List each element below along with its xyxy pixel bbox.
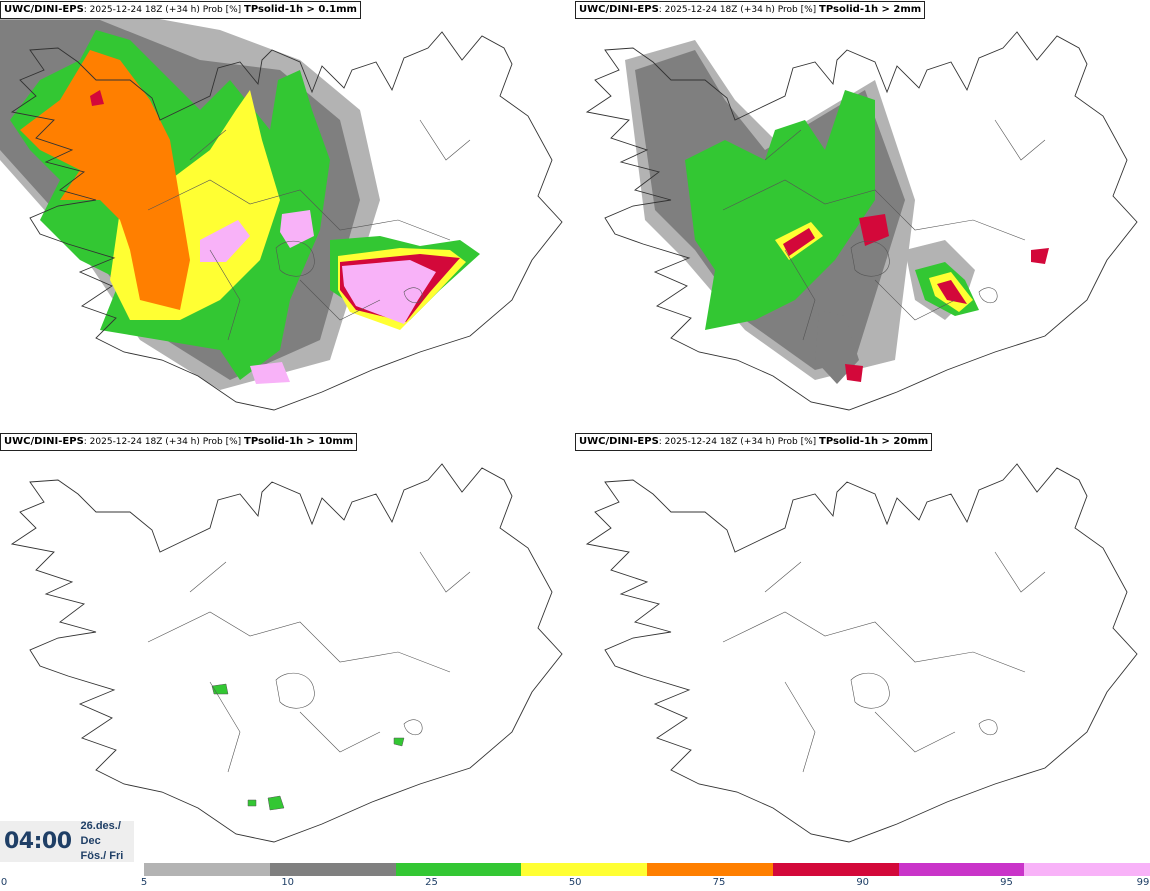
colorbar-segment <box>772 863 899 876</box>
valid-date: 26.des./ Dec <box>80 820 121 847</box>
colorbar-tick-label: 25 <box>425 877 438 888</box>
colorbar-tick-label: 75 <box>712 877 726 888</box>
map-panel-20mm: UWC/DINI-EPS: 2025-12-24 18Z (+34 h) Pro… <box>575 432 1150 864</box>
colorbar-tick-label: 5 <box>140 877 148 888</box>
colorbar-segment <box>144 863 270 876</box>
panel-title: UWC/DINI-EPS: 2025-12-24 18Z (+34 h) Pro… <box>575 433 933 451</box>
colorbar-segment <box>395 863 522 876</box>
colorbar-tick-label: 90 <box>856 877 870 888</box>
colorbar-segment <box>1024 863 1150 876</box>
colorbar-segment <box>269 863 396 876</box>
colorbar-segment <box>521 863 647 876</box>
colorbar-segment <box>898 863 1025 876</box>
probability-colorbar <box>144 863 1150 876</box>
colorbar-segment <box>647 863 773 876</box>
colorbar-tick-label: 10 <box>281 877 295 888</box>
probability-map <box>0 10 563 411</box>
panel-title: UWC/DINI-EPS: 2025-12-24 18Z (+34 h) Pro… <box>0 433 358 451</box>
valid-time: 04:00 <box>4 829 72 854</box>
colorbar-tick-label: 0 <box>0 877 8 888</box>
probability-map <box>586 31 1138 411</box>
map-panel-0.1mm: UWC/DINI-EPS: 2025-12-24 18Z (+34 h) Pro… <box>0 0 575 432</box>
valid-time-box: 04:00 26.des./ Dec Fös./ Fri <box>0 820 134 862</box>
colorbar-tick-label: 99 <box>1136 877 1150 888</box>
colorbar-labels: 0 5 10 25 50 75 90 95 99 <box>0 877 1150 891</box>
probability-map <box>586 463 1138 843</box>
valid-day: Fös./ Fri <box>80 850 124 862</box>
colorbar-tick-label: 50 <box>568 877 582 888</box>
probability-map <box>11 463 563 843</box>
map-panel-2mm: UWC/DINI-EPS: 2025-12-24 18Z (+34 h) Pro… <box>575 0 1150 432</box>
colorbar-tick-label: 95 <box>1000 877 1013 888</box>
panel-title: UWC/DINI-EPS: 2025-12-24 18Z (+34 h) Pro… <box>0 1 361 19</box>
panel-title: UWC/DINI-EPS: 2025-12-24 18Z (+34 h) Pro… <box>575 1 926 19</box>
map-panel-10mm: UWC/DINI-EPS: 2025-12-24 18Z (+34 h) Pro… <box>0 432 575 864</box>
